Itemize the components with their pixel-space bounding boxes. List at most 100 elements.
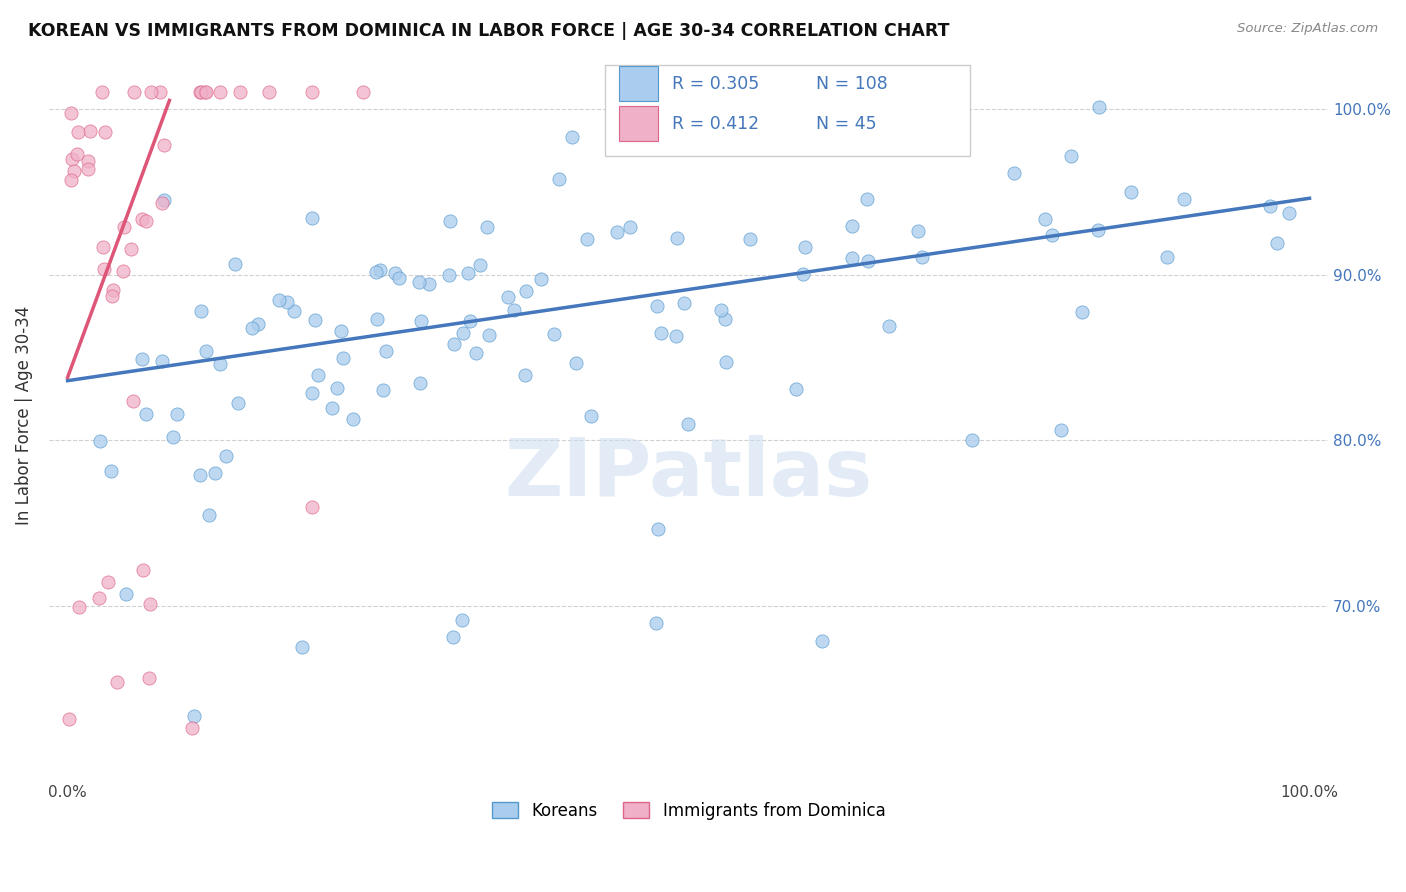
Point [676,417,699,431]
Point [672,296,695,310]
Point [911,250,934,264]
Point [371,383,394,397]
Point [342,412,364,426]
Point [960,434,983,448]
Point [246,318,269,332]
Point [58,712,80,726]
Point [120,242,142,256]
Point [87,591,110,605]
Point [502,302,524,317]
Point [464,345,486,359]
Point [138,597,160,611]
Point [60,152,83,166]
Point [101,288,124,302]
Point [194,85,217,99]
Point [208,358,231,372]
Point [1277,206,1299,220]
Point [66,147,89,161]
Point [561,129,583,144]
Text: ZIPatlas: ZIPatlas [505,435,873,513]
Point [439,213,461,227]
Point [195,85,218,99]
Point [76,161,98,176]
Point [810,634,832,648]
Point [101,283,124,297]
Point [856,254,879,268]
Point [188,85,211,99]
Point [141,85,163,99]
Text: N = 108: N = 108 [817,75,889,93]
Point [150,195,173,210]
FancyBboxPatch shape [606,65,970,156]
Point [1033,211,1056,226]
Point [138,671,160,685]
Point [224,256,246,270]
Point [194,344,217,359]
Point [135,214,157,228]
Point [384,266,406,280]
Point [785,382,807,396]
Point [183,709,205,723]
Point [606,225,628,239]
Point [301,385,323,400]
Point [710,303,733,318]
Point [1060,148,1083,162]
Point [352,85,374,99]
Point [149,85,172,99]
Point [122,85,145,99]
Point [364,265,387,279]
Point [97,575,120,590]
Point [738,232,761,246]
Point [204,467,226,481]
Point [63,164,86,178]
Y-axis label: In Labor Force | Age 30-34: In Labor Force | Age 30-34 [15,306,32,525]
Point [332,351,354,365]
Point [197,508,219,523]
Point [1040,228,1063,243]
Point [515,368,537,382]
Point [418,277,440,291]
Point [100,464,122,478]
Point [77,153,100,168]
Point [619,219,641,234]
Text: KOREAN VS IMMIGRANTS FROM DOMINICA IN LABOR FORCE | AGE 30-34 CORRELATION CHART: KOREAN VS IMMIGRANTS FROM DOMINICA IN LA… [28,22,949,40]
Point [855,192,877,206]
FancyBboxPatch shape [620,66,658,101]
Point [579,409,602,423]
Point [304,313,326,327]
Point [326,381,349,395]
Point [470,258,492,272]
Point [478,327,501,342]
Point [409,376,432,390]
Point [181,721,204,735]
Point [131,563,153,577]
Point [475,219,498,234]
Point [644,616,666,631]
Point [208,85,231,99]
Point [548,171,571,186]
Point [666,231,689,245]
Point [67,600,90,615]
Point [1088,100,1111,114]
Point [907,224,929,238]
Point [121,394,143,409]
Point [576,232,599,246]
Point [515,284,537,298]
Text: R = 0.305: R = 0.305 [672,75,759,93]
Point [411,314,433,328]
Point [188,468,211,483]
Point [90,85,112,99]
Point [89,434,111,448]
Point [530,272,553,286]
Point [645,299,668,313]
FancyBboxPatch shape [620,106,658,141]
Point [1050,423,1073,437]
Point [443,337,465,351]
Point [370,263,392,277]
Point [152,193,174,207]
Point [60,173,83,187]
Text: R = 0.412: R = 0.412 [672,115,759,133]
Point [1173,192,1195,206]
Point [307,368,329,382]
Point [267,293,290,307]
